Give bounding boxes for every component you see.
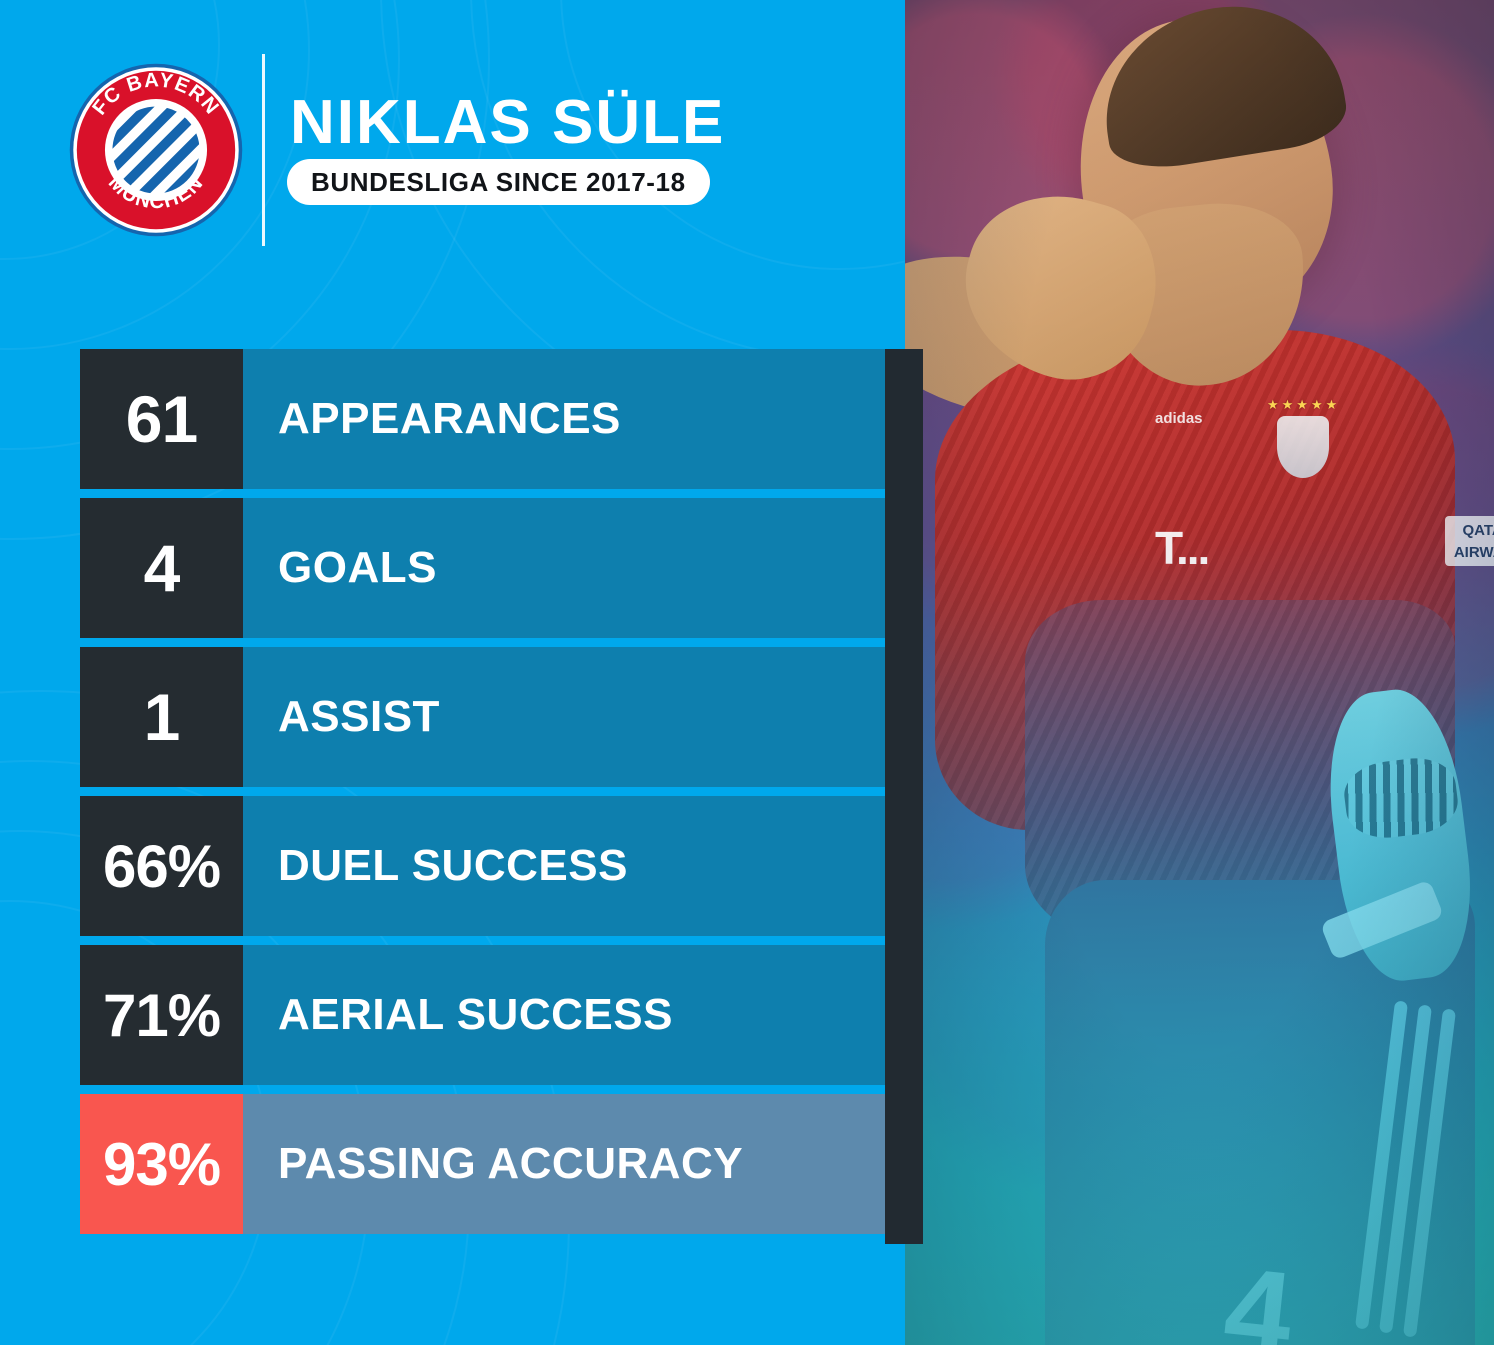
stat-value: 66% bbox=[80, 796, 243, 936]
stat-value: 93% bbox=[80, 1094, 243, 1234]
stat-value: 4 bbox=[80, 498, 243, 638]
fc-bayern-crest-icon: FC BAYERN MÜNCHEN bbox=[68, 62, 244, 238]
photo-vignette bbox=[905, 0, 1494, 1345]
stat-row: 61 APPEARANCES bbox=[80, 349, 923, 489]
stat-label: AERIAL SUCCESS bbox=[243, 945, 923, 1085]
stat-label: APPEARANCES bbox=[243, 349, 923, 489]
stat-row: 4 GOALS bbox=[80, 498, 923, 638]
stat-value: 61 bbox=[80, 349, 243, 489]
stat-value: 71% bbox=[80, 945, 243, 1085]
panel-right-edge bbox=[885, 349, 923, 1244]
stat-row: 66% DUEL SUCCESS bbox=[80, 796, 923, 936]
stat-value: 1 bbox=[80, 647, 243, 787]
stat-label: PASSING ACCURACY bbox=[243, 1094, 923, 1234]
stat-row: 71% AERIAL SUCCESS bbox=[80, 945, 923, 1085]
header: FC BAYERN MÜNCHEN NIKLAS SÜLE BUNDESLIGA… bbox=[0, 0, 923, 300]
stat-row-highlighted: 93% PASSING ACCURACY bbox=[80, 1094, 923, 1234]
stat-label: ASSIST bbox=[243, 647, 923, 787]
subtitle-badge: BUNDESLIGA SINCE 2017-18 bbox=[287, 159, 710, 205]
stat-label: GOALS bbox=[243, 498, 923, 638]
header-divider bbox=[262, 54, 265, 246]
page-title: NIKLAS SÜLE bbox=[290, 88, 726, 157]
stat-label: DUEL SUCCESS bbox=[243, 796, 923, 936]
player-photo: adidas ★★★★★ T... QATAR AIRWAYS 4 bbox=[905, 0, 1494, 1345]
stats-panel: 61 APPEARANCES 4 GOALS 1 ASSIST 66% DUEL… bbox=[80, 349, 923, 1244]
stat-row: 1 ASSIST bbox=[80, 647, 923, 787]
photo-color-overlay bbox=[905, 0, 1494, 1345]
